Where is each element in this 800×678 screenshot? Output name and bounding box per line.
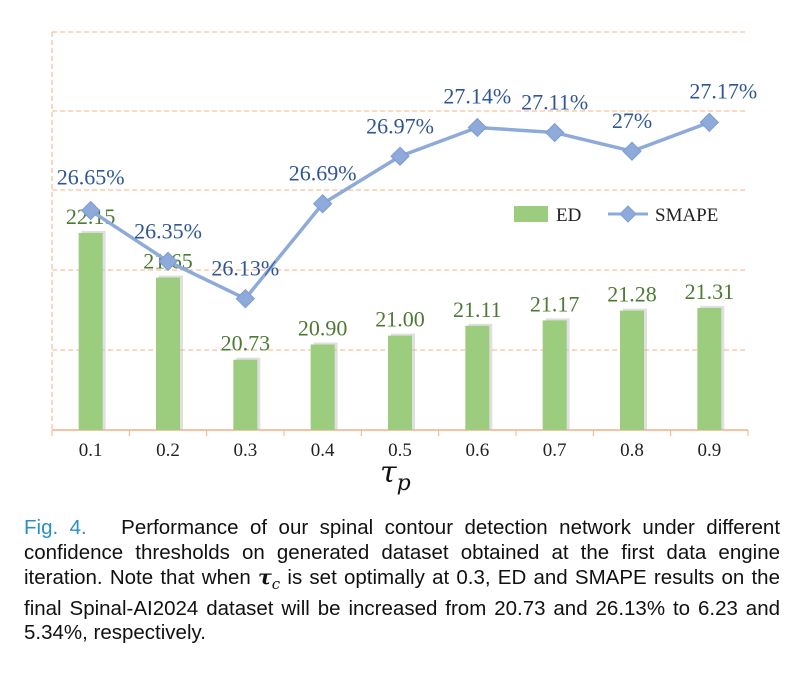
- legend-swatch-smape-marker: [619, 205, 637, 223]
- caption-symbol-subscript: c: [271, 575, 281, 594]
- smape-point: [312, 194, 333, 214]
- legend-label-smape: SMAPE: [655, 205, 718, 226]
- ed-data-label: 21.17: [530, 291, 580, 316]
- figure-label: Fig. 4.: [24, 516, 87, 539]
- smape-data-label: 27.11%: [521, 90, 588, 115]
- x-tick-labels: 0.1 0.2 0.3 0.4 0.5 0.6 0.7 0.8 0.9: [79, 440, 721, 461]
- smape-point: [544, 122, 565, 143]
- x-tick-label: 0.5: [388, 440, 412, 461]
- ed-bar: [156, 277, 180, 430]
- smape-point: [158, 251, 178, 272]
- caption-text-2: is set optimally at 0.3, ED and SMAPE re…: [24, 566, 780, 645]
- ed-bar: [542, 320, 567, 430]
- legend-swatch-ed: [514, 206, 548, 222]
- smape-data-label: 26.97%: [366, 113, 434, 138]
- smape-point: [699, 112, 720, 133]
- smape-data-label: 26.13%: [211, 256, 279, 281]
- ed-bar-labels: 22.1521.6520.7320.9021.0021.1121.1721.28…: [66, 204, 734, 356]
- smape-point: [235, 288, 256, 309]
- ed-data-label: 21.00: [375, 307, 425, 332]
- smape-points: [80, 112, 720, 309]
- smape-data-label: 27%: [612, 108, 652, 133]
- x-axis-title: τp: [380, 455, 411, 496]
- legend: ED SMAPE: [514, 205, 718, 226]
- ed-data-label: 21.28: [607, 282, 657, 307]
- caption-text-1: Performance of our spinal contour detect…: [24, 516, 781, 589]
- x-tick-label: 0.9: [697, 440, 721, 461]
- ed-data-label: 20.90: [298, 316, 348, 341]
- x-tick-label: 0.4: [311, 440, 335, 461]
- ed-bar: [233, 359, 258, 430]
- ed-bar: [465, 325, 490, 430]
- smape-data-label: 26.35%: [134, 218, 202, 243]
- smape-data-label: 27.14%: [443, 83, 511, 108]
- x-tick-label: 0.7: [543, 440, 567, 461]
- x-axis-title-subscript: p: [397, 471, 411, 496]
- ed-bar: [697, 307, 722, 430]
- x-tick-label: 0.3: [233, 440, 257, 461]
- smape-point: [467, 117, 488, 138]
- smape-point: [390, 146, 410, 166]
- x-tick-label: 0.1: [79, 440, 103, 461]
- x-tick-label: 0.6: [465, 440, 489, 461]
- smape-point-labels: 26.65% 26.35% 26.13% 26.69% 26.97% 27.14% 27.1…: [57, 78, 757, 280]
- smape-point: [622, 141, 642, 161]
- ed-bar: [310, 344, 335, 430]
- smape-point: [80, 200, 101, 221]
- ed-bar: [78, 232, 103, 430]
- figure-caption: Fig. 4. Performance of our spinal contou…: [24, 516, 780, 646]
- x-tick-label: 0.8: [620, 440, 644, 461]
- x-tick-label: 0.2: [156, 440, 180, 461]
- ed-bar: [388, 335, 412, 430]
- ed-bar: [620, 310, 644, 430]
- combo-chart: 22.1521.6520.7320.9021.0021.1121.1721.28…: [51, 31, 757, 496]
- smape-data-label: 27.17%: [689, 78, 757, 103]
- legend-label-ed: ED: [556, 205, 581, 226]
- x-axis-title-symbol: τ: [380, 455, 397, 490]
- ed-bars: [78, 230, 725, 430]
- ed-data-label: 21.31: [685, 279, 735, 304]
- ed-data-label: 21.11: [453, 297, 502, 322]
- ed-data-label: 20.73: [221, 331, 271, 356]
- smape-data-label: 26.65%: [57, 165, 125, 190]
- smape-data-label: 26.69%: [289, 161, 357, 186]
- caption-symbol: τ: [257, 565, 272, 589]
